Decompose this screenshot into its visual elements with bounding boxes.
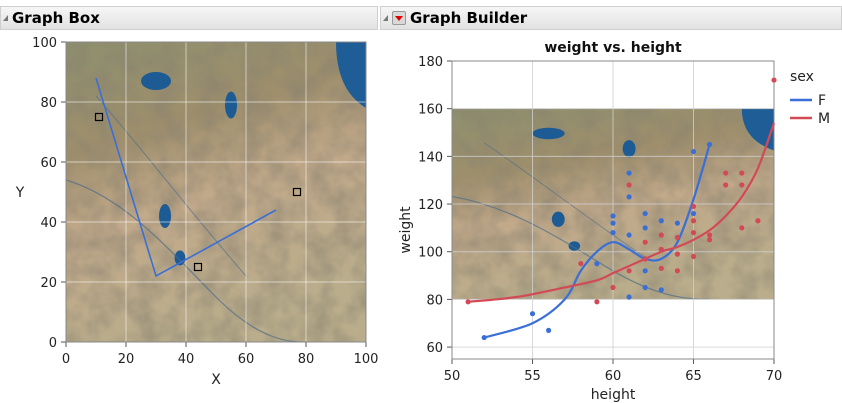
data-point-m[interactable] [723,182,729,188]
y-tick-label: 60 [426,341,443,356]
graph-builder-header: Graph Builder [380,6,842,30]
data-point-f[interactable] [642,284,648,291]
y-axis-label: Y [15,185,25,201]
data-point-m[interactable] [642,239,648,245]
data-point-m[interactable] [739,182,745,188]
x-axis-label: height [591,387,636,403]
data-point-m[interactable] [690,230,697,236]
data-point-m[interactable] [739,170,745,176]
data-point-m[interactable] [690,203,697,210]
data-point-m[interactable] [723,170,729,176]
data-point-m[interactable] [578,261,584,267]
square-marker[interactable] [94,112,104,122]
data-point-f[interactable] [626,170,632,176]
data-point-m[interactable] [658,232,664,238]
graph-line[interactable] [95,77,277,278]
x-tick-label: 40 [178,352,195,367]
y-tick-label: 60 [40,156,57,171]
chart-title: weight vs. height [544,40,682,56]
data-point-f[interactable] [690,148,697,155]
graph-box-header: Graph Box [0,6,378,30]
map-background-image [66,42,366,342]
data-point-m[interactable] [690,253,697,260]
legend-label-m[interactable]: M [818,111,830,127]
data-point-f[interactable] [594,261,600,267]
disclosure-icon[interactable] [383,15,388,21]
data-point-m[interactable] [739,225,745,231]
disclosure-icon[interactable] [3,15,8,21]
data-point-m[interactable] [674,234,680,241]
y-tick-label: 180 [418,55,443,70]
data-point-f[interactable] [626,232,632,238]
graph-box-chart[interactable]: 0 20 40 60 80 100 0 20 40 60 80 100 X Y [0,32,380,403]
x-tick-label: 50 [444,369,461,384]
y-tick-label: 100 [32,36,57,51]
data-point-f[interactable] [626,194,632,200]
x-tick-label: 100 [354,352,379,367]
data-point-m[interactable] [658,265,664,272]
square-marker[interactable] [292,187,302,197]
y-tick-label: 40 [40,216,57,231]
x-tick-label: 65 [685,369,702,384]
y-tick-label: 160 [418,103,443,118]
graph-builder-chart[interactable]: weight vs. height 50 55 60 65 70 60 80 100 120 140… [380,32,842,403]
data-point-f[interactable] [642,210,648,217]
data-point-f[interactable] [610,213,616,219]
graph-builder-title: Graph Builder [410,9,528,27]
data-point-m[interactable] [771,77,777,83]
red-triangle-menu-icon[interactable] [392,11,406,25]
data-point-f[interactable] [610,230,616,236]
data-point-f[interactable] [546,327,552,333]
y-tick-label: 120 [418,198,443,213]
data-point-m[interactable] [755,218,761,224]
data-point-m[interactable] [674,268,680,274]
x-tick-label: 60 [238,352,255,367]
x-tick-label: 55 [524,369,541,384]
y-tick-label: 0 [49,336,57,351]
legend-title: sex [790,69,814,85]
data-point-m[interactable] [690,218,697,224]
data-point-m[interactable] [594,299,600,305]
square-marker[interactable] [193,262,203,272]
data-point-m[interactable] [626,182,632,188]
plot-frame [451,60,775,360]
y-tick-label: 100 [418,246,443,261]
data-point-f[interactable] [529,311,536,317]
data-point-f[interactable] [642,225,648,231]
y-tick-label: 140 [418,150,443,165]
smoother-line-m[interactable] [467,122,776,303]
data-point-f[interactable] [642,268,648,274]
x-tick-label: 20 [118,352,135,367]
x-tick-label: 60 [605,369,622,384]
y-tick-label: 80 [40,96,57,111]
y-tick-label: 20 [40,276,57,291]
x-axis-label: X [211,372,221,388]
x-tick-label: 0 [62,352,70,367]
data-point-m[interactable] [707,232,713,238]
data-point-f[interactable] [674,220,680,226]
data-point-f[interactable] [690,210,697,217]
data-point-m[interactable] [674,251,680,257]
graph-box-title: Graph Box [12,9,100,27]
plot-frame [65,41,367,343]
data-point-f[interactable] [626,294,632,300]
x-tick-label: 80 [298,352,315,367]
data-point-m[interactable] [626,268,632,274]
data-point-f[interactable] [658,218,664,224]
data-point-m[interactable] [707,237,713,243]
data-point-m[interactable] [610,284,616,291]
x-tick-label: 70 [766,369,783,384]
data-point-f[interactable] [610,220,616,226]
y-tick-label: 80 [426,293,443,308]
legend-label-f[interactable]: F [818,93,826,109]
y-axis-label: weight [398,206,414,254]
data-point-f[interactable] [658,287,664,293]
